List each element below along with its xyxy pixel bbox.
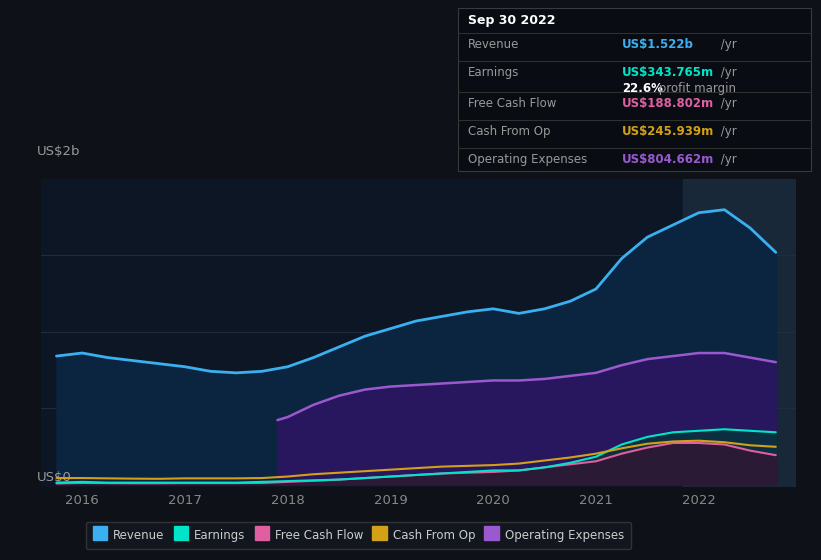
Text: US$245.939m: US$245.939m (622, 125, 714, 138)
Bar (683, 179, 796, 487)
Text: US$804.662m: US$804.662m (622, 153, 714, 166)
Text: Cash From Op: Cash From Op (468, 125, 550, 138)
Text: US$0: US$0 (37, 471, 72, 484)
Text: US$188.802m: US$188.802m (622, 97, 714, 110)
Text: Earnings: Earnings (468, 66, 520, 78)
Text: /yr: /yr (717, 125, 736, 138)
Text: Sep 30 2022: Sep 30 2022 (468, 14, 556, 27)
Legend: Revenue, Earnings, Free Cash Flow, Cash From Op, Operating Expenses: Revenue, Earnings, Free Cash Flow, Cash … (85, 522, 631, 549)
Text: Revenue: Revenue (468, 38, 520, 50)
Text: /yr: /yr (717, 97, 736, 110)
Text: Free Cash Flow: Free Cash Flow (468, 97, 557, 110)
Text: profit margin: profit margin (655, 82, 736, 95)
Text: 22.6%: 22.6% (622, 82, 663, 95)
Text: /yr: /yr (717, 66, 736, 78)
Text: US$1.522b: US$1.522b (622, 38, 695, 50)
Text: US$343.765m: US$343.765m (622, 66, 714, 78)
Text: /yr: /yr (717, 38, 736, 50)
Text: Operating Expenses: Operating Expenses (468, 153, 587, 166)
Text: US$2b: US$2b (37, 144, 80, 158)
Text: /yr: /yr (717, 153, 736, 166)
